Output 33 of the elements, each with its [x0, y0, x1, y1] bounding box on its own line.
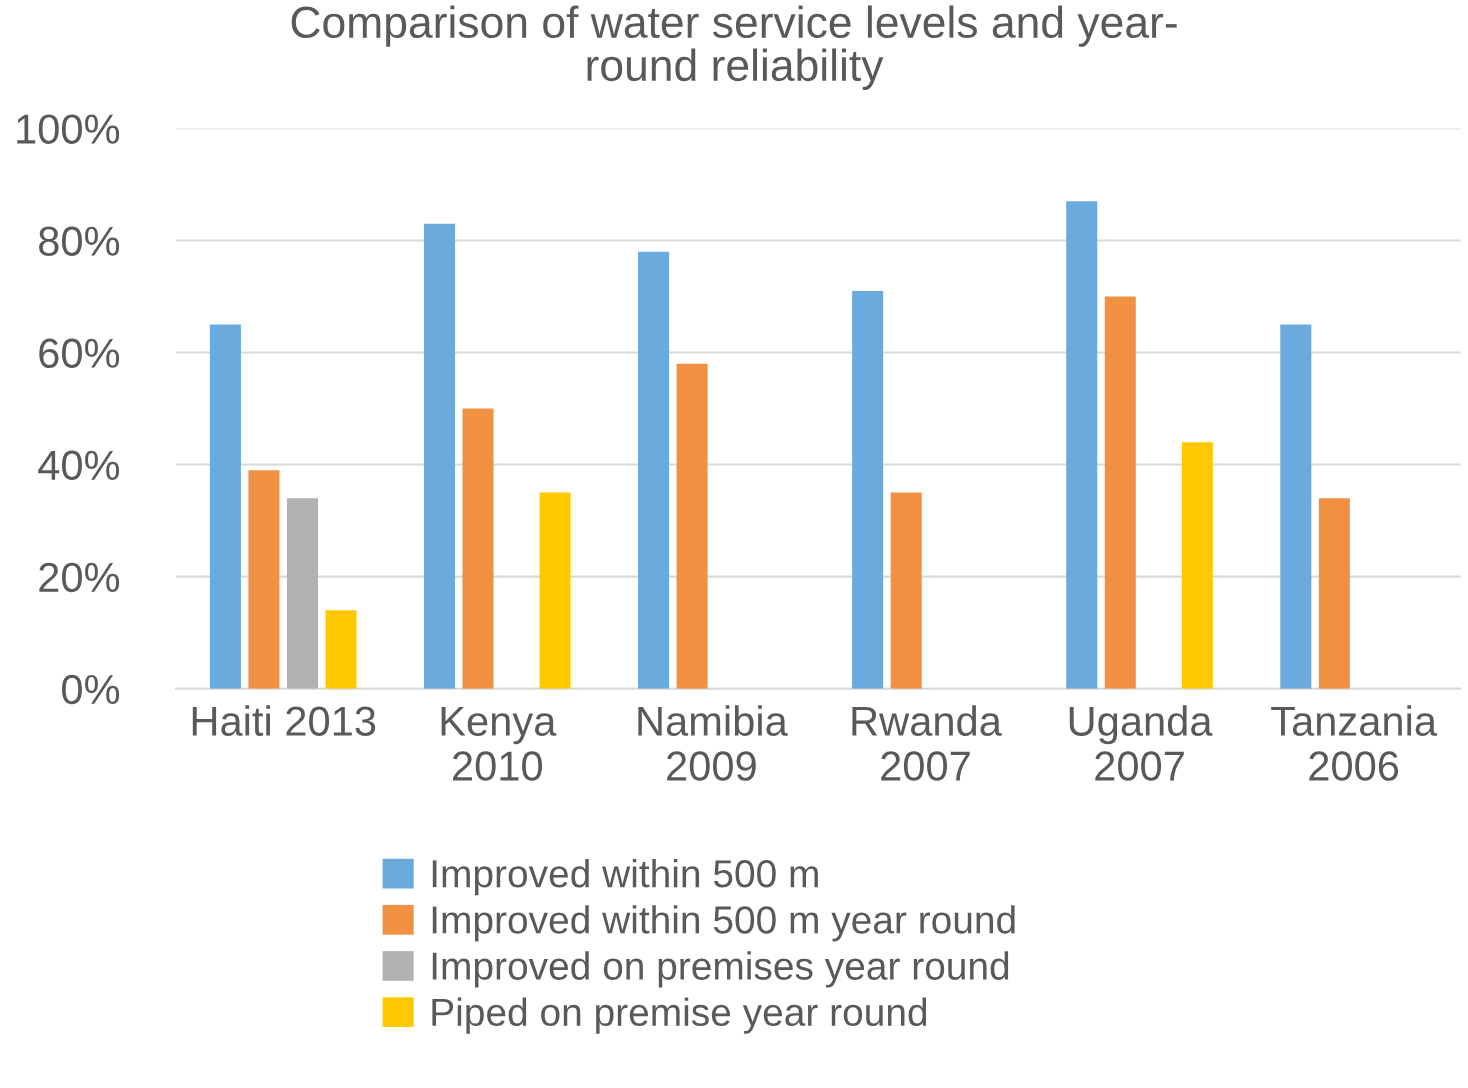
x-tick-label: Uganda 2007 [1069, 705, 1213, 781]
x-tick-label: Rwanda 2007 [852, 705, 1002, 781]
legend-label: Piped on premise year round [432, 997, 927, 1034]
bar [1280, 324, 1312, 689]
bar [248, 470, 280, 689]
bar [890, 492, 922, 689]
bar [1181, 442, 1213, 689]
x-tick-label: Haiti 2013 [192, 705, 376, 736]
legend-label: Improved on premises year round [432, 951, 1009, 988]
x-tick-label: Kenya 2010 [441, 706, 557, 781]
y-tick-label: 20% [39, 562, 120, 593]
chart-title: Comparison of water service levels and year- round reliability [291, 5, 1177, 90]
bar [209, 324, 241, 689]
bar [325, 610, 357, 689]
y-tick-label: 60% [39, 338, 120, 369]
x-tick-label: Tanzania 2006 [1271, 705, 1438, 781]
bar [462, 408, 494, 689]
y-tick-label: 80% [39, 226, 120, 256]
bar [1066, 201, 1098, 689]
legend-label: Improved within 500 m year round [432, 905, 1015, 942]
bar [1104, 296, 1136, 689]
y-tick-label: 40% [38, 450, 120, 481]
bar [852, 290, 884, 689]
bar [423, 223, 455, 689]
legend-label: Improved within 500 m [432, 858, 818, 896]
bar [638, 251, 670, 689]
y-tick-label: 0% [62, 674, 120, 705]
bar [286, 498, 318, 689]
x-tick-label: Namibia 2009 [638, 705, 788, 781]
bar [539, 492, 571, 689]
y-tick-label: 100% [17, 114, 120, 144]
bar [676, 363, 708, 689]
bar [1318, 498, 1350, 689]
